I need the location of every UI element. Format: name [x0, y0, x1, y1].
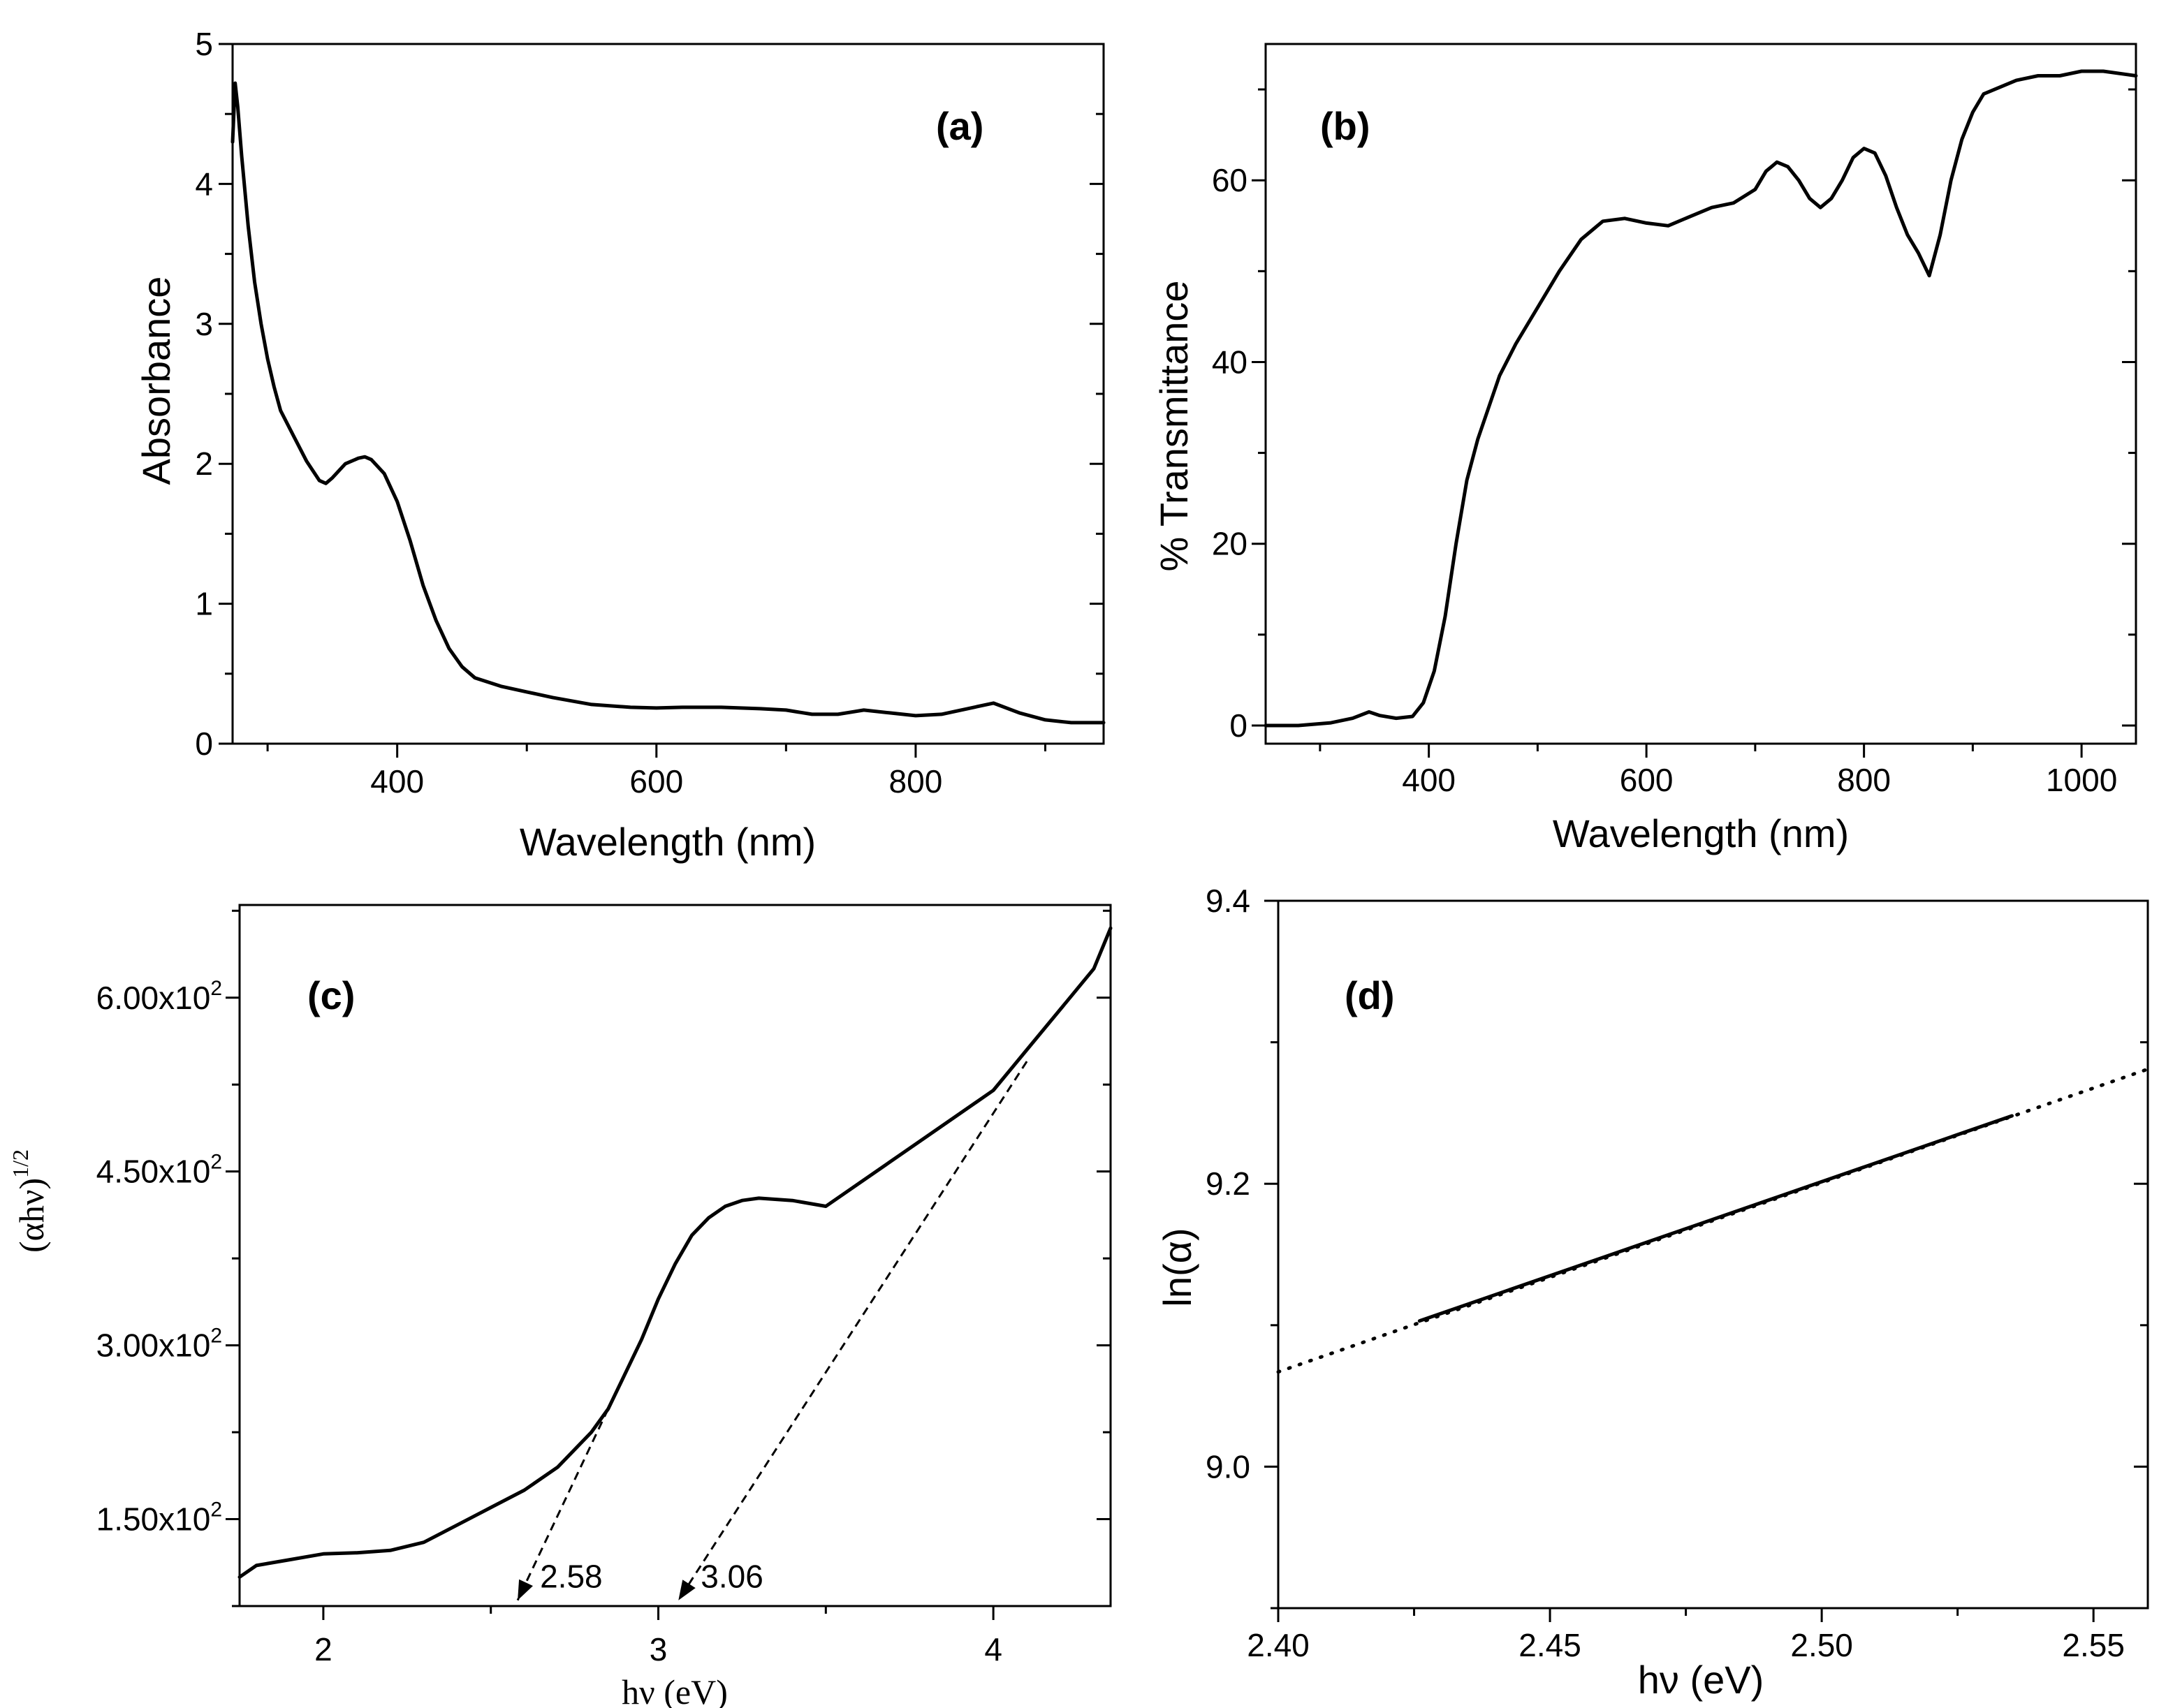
- panel-d-x-tick-label: 2.55: [2062, 1627, 2125, 1663]
- panel-d-series-1: [1417, 1114, 2014, 1323]
- panel-d-x-tick-label: 2.45: [1518, 1627, 1581, 1663]
- panel-b-y-tick-label: 60: [1212, 162, 1247, 198]
- panel-c-x-tick-label: 4: [984, 1631, 1002, 1667]
- panel-b-frame: [1264, 43, 2137, 745]
- panel-a-y-tick-label: 3: [195, 306, 213, 342]
- panel-b-y-tick-label: 0: [1229, 707, 1247, 744]
- panel-b-y-axis-label: % Transmittance: [1152, 280, 1196, 571]
- panel-b-x-tick-label: 800: [1837, 762, 1891, 798]
- panel-a-y-tick-label: 0: [195, 726, 213, 762]
- panel-c-y-tick-label-exponent: 2: [210, 1325, 222, 1348]
- panel-c-fit-lines: 2.58 3.06: [516, 1061, 1028, 1601]
- panel-c-label: (c): [307, 973, 355, 1017]
- panel-d-y-axis-label: ln(α): [1155, 1228, 1199, 1306]
- panel-c-y-tick-label-mantissa: 4.50x10: [96, 1154, 211, 1190]
- panel-d-y-tick-label: 9.0: [1206, 1448, 1250, 1485]
- panel-c-fit-arrowhead-0: [518, 1579, 533, 1600]
- panel-d-urbach-plot: 2.40 2.45 2.50 2.55 9.0 9.2 9.4 (d) hν (eV) ln…: [1155, 883, 2150, 1702]
- panel-c-y-tick-label: 6.00x102: [96, 977, 222, 1016]
- panel-b-x-axis-label: Wavelength (nm): [1553, 811, 1849, 855]
- panel-a-y-tick-label: 1: [195, 586, 213, 622]
- panel-b-x-tick-label: 600: [1620, 762, 1674, 798]
- panel-c-fit-line-1: [678, 1061, 1028, 1601]
- panel-d-label: (d): [1345, 973, 1395, 1017]
- panel-c-y-tick-label-exponent: 2: [210, 977, 222, 1000]
- panel-b-x-tick-label: 400: [1402, 762, 1456, 798]
- panel-b-y-tick-label: 20: [1212, 526, 1247, 562]
- panel-c-series: [237, 926, 1113, 1579]
- panel-a-series: [230, 81, 1106, 725]
- panel-d-ticks: 2.40 2.45 2.50 2.55 9.0 9.2 9.4: [1206, 883, 2148, 1663]
- panel-a-absorbance: 400 600 800 0 1 2 3 4 5 (a) Wavelength (nm) Abso…: [134, 26, 1106, 864]
- panel-a-y-tick-label: 5: [195, 26, 213, 62]
- panel-c-y-axis-label-exponent: 1/2: [8, 1149, 33, 1178]
- panel-c-y-tick-label-mantissa: 6.00x10: [96, 980, 211, 1016]
- panel-b-label: (b): [1320, 104, 1370, 148]
- panel-a-x-axis-label: Wavelength (nm): [520, 820, 816, 864]
- panel-d-series: [1276, 1067, 2150, 1374]
- panel-a-y-axis-label: Absorbance: [134, 277, 178, 485]
- panel-c-y-tick-label-mantissa: 1.50x10: [96, 1501, 211, 1538]
- panel-c-x-tick-label: 2: [314, 1631, 332, 1667]
- panel-a-ticks: 400 600 800 0 1 2 3 4 5: [195, 26, 1104, 800]
- panel-a-x-tick-label: 800: [889, 763, 943, 800]
- panel-c-y-tick-label-exponent: 2: [210, 1151, 222, 1174]
- panel-a-label: (a): [936, 104, 983, 148]
- panel-c-fit-line-0: [516, 1408, 609, 1601]
- panel-c-y-tick-label: 4.50x102: [96, 1151, 222, 1190]
- panel-c-y-tick-label-mantissa: 3.00x10: [96, 1327, 211, 1364]
- panel-c-fit-label-1: 3.06: [701, 1559, 763, 1595]
- panel-c-fit-arrowhead-1: [678, 1580, 696, 1600]
- panel-d-frame: [1277, 899, 2149, 1610]
- panel-a-x-tick-label: 400: [370, 763, 424, 800]
- panel-c-x-axis-label: hν (eV): [622, 1672, 728, 1708]
- panel-d-x-axis-label: hν (eV): [1638, 1658, 1764, 1702]
- panel-a-y-tick-label: 2: [195, 446, 213, 482]
- panel-c-y-axis-label-main: (αhν): [12, 1178, 51, 1253]
- panel-c-y-tick-label: 3.00x102: [96, 1325, 222, 1364]
- panel-b-y-tick-label: 40: [1212, 344, 1247, 380]
- panel-c-series-0: [237, 926, 1113, 1579]
- panel-d-y-tick-label: 9.4: [1206, 883, 1250, 919]
- panel-a-x-tick-label: 600: [629, 763, 683, 800]
- panel-a-y-tick-label: 4: [195, 165, 213, 202]
- panel-b-x-tick-label: 1000: [2046, 762, 2117, 798]
- panel-b-ticks: 400 600 800 1000 0 20 40 60: [1212, 88, 2136, 798]
- panel-c-y-tick-label-exponent: 2: [210, 1499, 222, 1522]
- panel-a-series-0: [230, 81, 1106, 725]
- panel-c-y-tick-label: 1.50x102: [96, 1499, 222, 1538]
- panel-d-x-tick-label: 2.50: [1790, 1627, 1853, 1663]
- panel-b-series-0: [1264, 69, 2138, 728]
- panel-b-series: [1264, 69, 2138, 728]
- panel-c-y-axis-label-text: (αhν)1/2: [8, 1149, 51, 1253]
- panel-d-y-tick-label: 9.2: [1206, 1165, 1250, 1202]
- panel-c-y-axis-label: (αhν)1/2: [8, 1149, 51, 1253]
- panel-c-fit-label-0: 2.58: [540, 1559, 603, 1595]
- panel-b-transmittance: 400 600 800 1000 0 20 40 60 (b) Wavelength (nm)…: [1152, 43, 2138, 855]
- panel-c-x-tick-label: 3: [650, 1631, 668, 1667]
- panel-c-frame: [238, 904, 1112, 1607]
- panel-d-x-tick-label: 2.40: [1247, 1627, 1310, 1663]
